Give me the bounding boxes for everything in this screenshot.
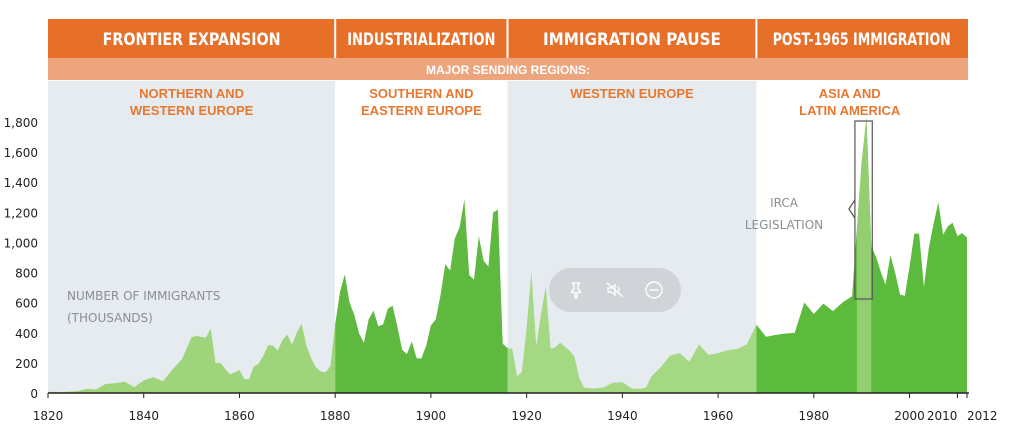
irca-spike-area: [856, 117, 872, 394]
sending-region-labels: NORTHERN AND WESTERN EUROPE SOUTHERN AND EA…: [130, 86, 901, 118]
region-label-line1: ASIA AND: [819, 86, 881, 101]
area-segment: [507, 271, 757, 393]
minimize-icon[interactable]: [640, 276, 668, 304]
y-tick-label: 1,400: [4, 176, 38, 190]
sending-regions-bar: [48, 58, 968, 80]
region-label-line1: NORTHERN AND: [139, 86, 244, 101]
y-tick-label: 1,000: [4, 236, 38, 250]
irca-label-line2: LEGISLATION: [745, 218, 823, 232]
era-label: IMMIGRATION PAUSE: [543, 30, 721, 50]
x-tick-label: 2012: [967, 409, 998, 423]
x-tick-label: 1900: [416, 409, 447, 423]
pin-icon[interactable]: [562, 276, 590, 304]
y-tick-label: 1,600: [4, 146, 38, 160]
x-tick-label: 1980: [799, 409, 830, 423]
era-label: POST-1965 IMMIGRATION: [773, 30, 951, 50]
chart-axes: 0 200 400 600 800 1,000 1,200 1,400 1,600 1,800 18…: [4, 116, 998, 423]
media-control-bar: [549, 268, 681, 312]
y-axis-label-line1: NUMBER OF IMMIGRANTS: [67, 289, 220, 303]
region-label-line2: WESTERN EUROPE: [130, 103, 254, 118]
region-label-line1: WESTERN EUROPE: [570, 86, 694, 101]
irca-bracket-point: [848, 199, 856, 219]
y-tick-label: 0: [30, 387, 38, 401]
y-tick-label: 1,800: [4, 116, 38, 130]
x-tick-label: 2000: [894, 409, 925, 423]
irca-bracket: [854, 120, 873, 300]
y-tick-label: 1,200: [4, 206, 38, 220]
immigration-area-series: [48, 117, 967, 394]
sending-regions-heading: MAJOR SENDING REGIONS:: [426, 63, 590, 77]
mute-icon[interactable]: [601, 276, 629, 304]
area-segment: [48, 323, 336, 393]
chart-annotations: IRCA LEGISLATION NUMBER OF IMMIGRANTS (THOU…: [67, 120, 873, 325]
y-tick-label: 200: [15, 357, 38, 371]
y-tick-label: 600: [15, 297, 38, 311]
region-label-line2: LATIN AMERICA: [799, 103, 901, 118]
x-tick-label: 1860: [224, 409, 255, 423]
y-tick-label: 800: [15, 267, 38, 281]
y-axis-label-line2: (THOUSANDS): [67, 311, 153, 325]
irca-label-line1: IRCA: [770, 196, 799, 210]
x-tick-label: 1820: [33, 409, 64, 423]
x-tick-label: 1920: [511, 409, 542, 423]
x-tick-label: 1940: [607, 409, 638, 423]
era-label: INDUSTRIALIZATION: [347, 30, 495, 50]
x-tick-label: 1880: [320, 409, 351, 423]
area-segment: [335, 199, 508, 393]
era-header: FRONTIER EXPANSION INDUSTRIALIZATION IMMIG…: [48, 19, 968, 80]
x-tick-label: 2010: [927, 409, 958, 423]
x-tick-label: 1840: [128, 409, 159, 423]
era-label: FRONTIER EXPANSION: [103, 30, 281, 50]
region-label-line2: EASTERN EUROPE: [361, 103, 482, 118]
x-tick-label: 1960: [703, 409, 734, 423]
y-tick-label: 400: [15, 327, 38, 341]
region-label-line1: SOUTHERN AND: [369, 86, 473, 101]
